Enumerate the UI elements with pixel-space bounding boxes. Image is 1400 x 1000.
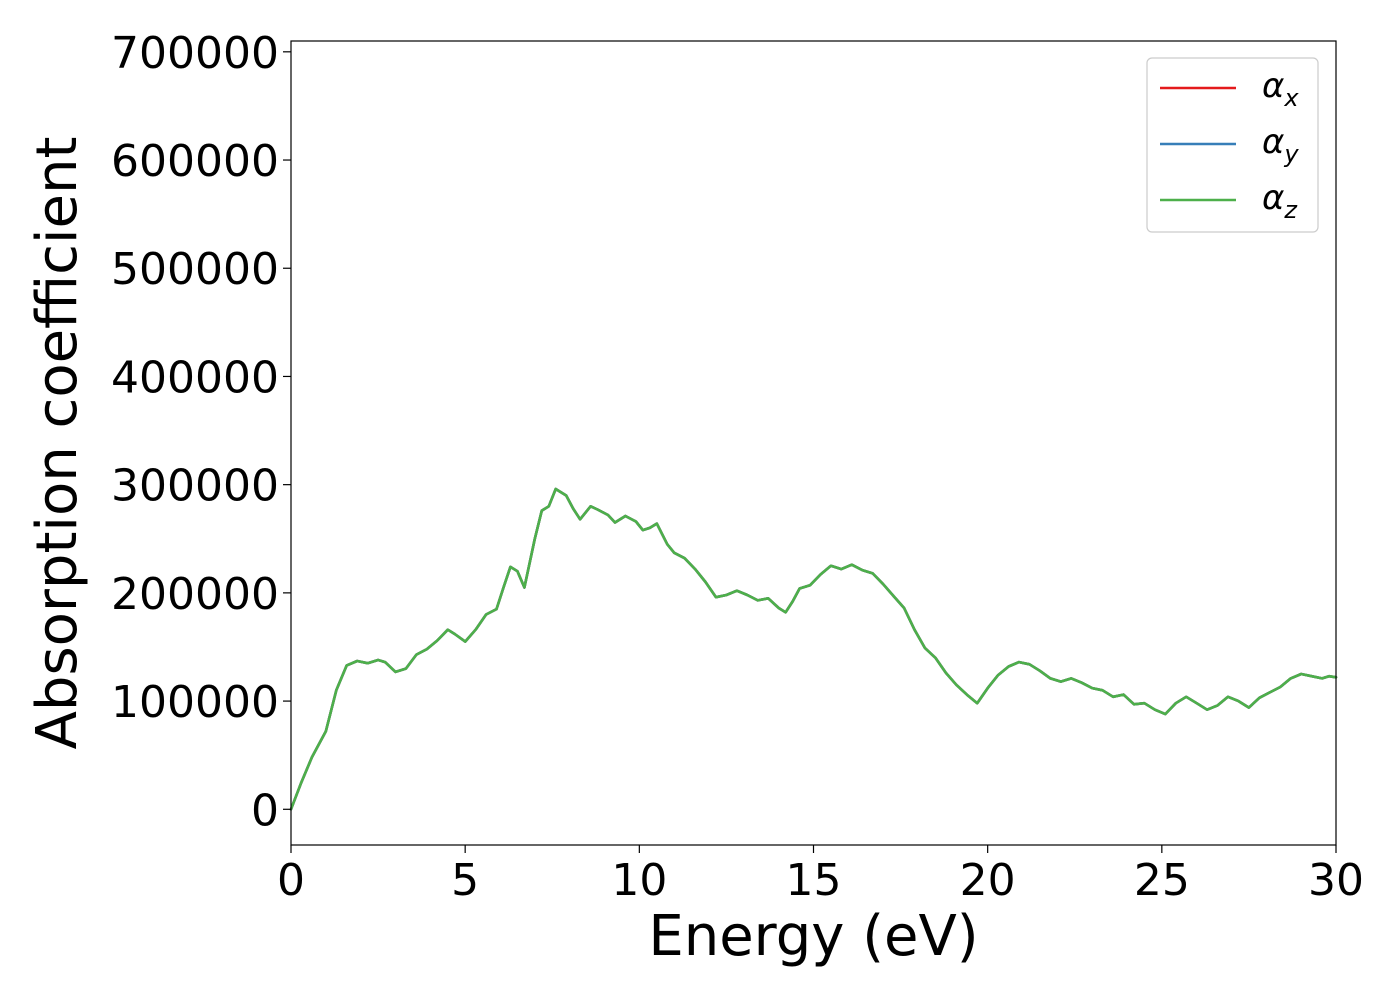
y-tick-label: 200000 — [111, 569, 279, 620]
y-axis-title: Absorption coefficient — [25, 137, 90, 750]
series-line-3 — [289, 487, 1338, 811]
x-tick-label: 30 — [1308, 855, 1364, 906]
x-tick-label: 10 — [611, 855, 667, 906]
x-tick-label: 0 — [277, 855, 305, 906]
x-tick-label: 15 — [786, 855, 842, 906]
series-line-1 — [289, 487, 1338, 811]
y-tick-label: 400000 — [111, 352, 279, 403]
legend-label: αz — [1262, 178, 1298, 224]
x-axis: 0 5 10 15 20 25 30 — [277, 845, 1364, 906]
x-tick-label: 5 — [451, 855, 479, 906]
y-tick-label: 600000 — [111, 136, 279, 187]
y-tick-label: 100000 — [111, 677, 279, 728]
legend: αx αy αz — [1146, 57, 1319, 233]
legend-label: αy — [1262, 122, 1299, 168]
y-axis: 0 100000 200000 300000 400000 500000 600000 700… — [111, 28, 291, 836]
series-lines — [289, 487, 1338, 811]
x-axis-title: Energy (eV) — [648, 904, 978, 969]
y-tick-label: 0 — [251, 785, 279, 836]
legend-label: αx — [1262, 66, 1299, 112]
series-line-2 — [289, 487, 1338, 811]
x-tick-label: 25 — [1134, 855, 1190, 906]
x-tick-label: 20 — [960, 855, 1016, 906]
y-tick-label: 700000 — [111, 28, 279, 79]
y-tick-label: 300000 — [111, 461, 279, 512]
y-tick-label: 500000 — [111, 244, 279, 295]
